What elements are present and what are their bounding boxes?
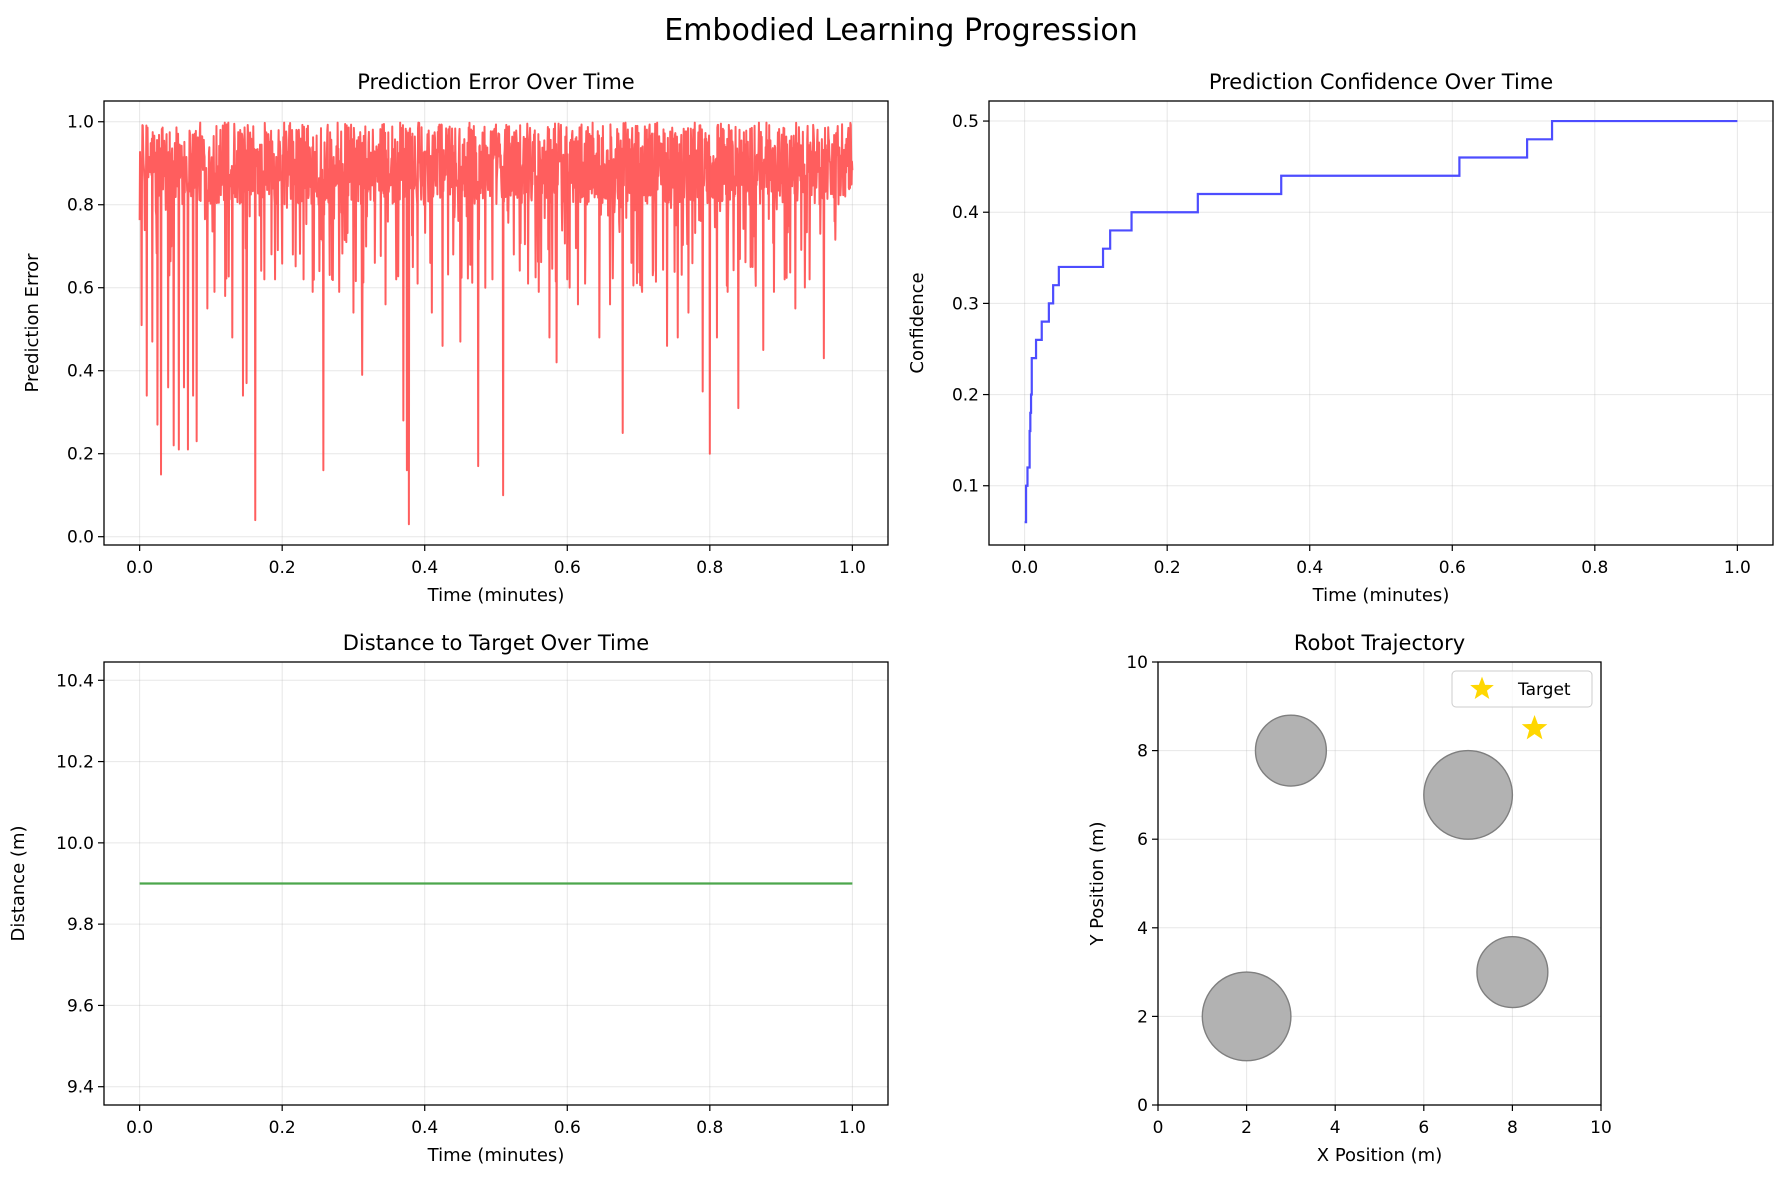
axes-frame — [1157, 661, 1602, 1106]
chart-title: Distance to Target Over Time — [343, 631, 649, 655]
y-tick-label: 9.4 — [67, 1078, 94, 1098]
y-tick-label: 0 — [1137, 1096, 1148, 1116]
chart-distance-to-target: Distance to Target Over Time Time (minut… — [8, 631, 889, 1166]
y-axis-label: Prediction Error — [22, 253, 43, 393]
y-tick-label: 0.8 — [67, 196, 94, 216]
ticks: 0.0 0.2 0.4 0.6 0.8 1.0 9.4 9.6 9.8 10.0 10.2 10.4 — [56, 671, 866, 1138]
y-tick-label: 4 — [1137, 919, 1148, 939]
axes-frame — [988, 100, 1774, 546]
axes-frame — [103, 661, 889, 1106]
y-tick-label: 0.6 — [67, 279, 94, 299]
x-tick-label: 8 — [1507, 1118, 1518, 1138]
obstacle-circle — [1476, 935, 1549, 1009]
grid-lines — [989, 101, 1773, 545]
obstacle-circle — [1254, 714, 1328, 787]
legend-target-icon — [1470, 676, 1494, 700]
ticks: 0.0 0.2 0.4 0.6 0.8 1.0 0.1 0.2 0.3 0.4 0.5 — [952, 112, 1751, 578]
chart-title: Robot Trajectory — [1294, 631, 1465, 655]
x-tick-label: 0.8 — [696, 558, 723, 578]
y-tick-label: 2 — [1137, 1007, 1148, 1027]
legend: Target — [1451, 670, 1593, 708]
x-axis-label: Time (minutes) — [427, 1145, 565, 1166]
x-tick-label: 0.6 — [1439, 558, 1466, 578]
x-tick-label: 0.2 — [1154, 558, 1181, 578]
x-tick-label: 0.8 — [1581, 558, 1608, 578]
y-tick-label: 0.0 — [67, 528, 94, 548]
y-tick-label: 1.0 — [67, 113, 94, 133]
x-tick-label: 10 — [1590, 1118, 1612, 1138]
x-tick-label: 0.0 — [126, 558, 153, 578]
x-tick-label: 0.2 — [269, 558, 296, 578]
chart-prediction-error: Prediction Error Over Time Time (minutes… — [22, 70, 889, 606]
ticks: 0.0 0.2 0.4 0.6 0.8 1.0 0.0 0.2 0.4 0.6 0.8 1.0 — [67, 113, 866, 578]
axes-frame — [103, 100, 889, 546]
y-tick-label: 0.4 — [67, 362, 94, 382]
x-tick-label: 4 — [1330, 1118, 1341, 1138]
y-tick-label: 0.2 — [952, 386, 979, 406]
x-tick-label: 0 — [1153, 1118, 1164, 1138]
target-marker — [1521, 715, 1548, 740]
y-tick-label: 10.4 — [56, 671, 94, 691]
obstacle-circle — [1201, 971, 1292, 1062]
series-line — [1024, 119, 1738, 524]
x-tick-label: 1.0 — [1724, 558, 1751, 578]
chart-robot-trajectory: Robot Trajectory X Position (m) Y Positi… — [1087, 631, 1612, 1166]
y-axis-label: Distance (m) — [8, 825, 29, 941]
x-tick-label: 0.4 — [411, 558, 438, 578]
ticks: 0 2 4 6 8 10 0 2 4 6 8 10 — [1126, 653, 1611, 1138]
x-tick-label: 0.8 — [696, 1118, 723, 1138]
y-tick-label: 0.1 — [952, 477, 979, 497]
chart-prediction-confidence: Prediction Confidence Over Time Time (mi… — [907, 70, 1774, 606]
y-tick-label: 0.4 — [952, 203, 979, 223]
legend-box — [1451, 670, 1593, 708]
x-axis-label: Time (minutes) — [1312, 585, 1450, 606]
x-tick-label: 1.0 — [839, 1118, 866, 1138]
y-tick-label: 9.8 — [67, 915, 94, 935]
chart-title: Prediction Error Over Time — [357, 70, 634, 94]
x-tick-label: 0.0 — [126, 1118, 153, 1138]
y-tick-label: 6 — [1137, 830, 1148, 850]
x-tick-label: 0.0 — [1011, 558, 1038, 578]
x-tick-label: 0.4 — [1296, 558, 1323, 578]
x-tick-label: 1.0 — [839, 558, 866, 578]
legend-label: Target — [1517, 680, 1571, 700]
y-tick-label: 10.2 — [56, 753, 94, 773]
y-tick-label: 10.0 — [56, 834, 94, 854]
x-tick-label: 0.4 — [411, 1118, 438, 1138]
x-axis-label: X Position (m) — [1317, 1145, 1442, 1166]
x-tick-label: 0.6 — [554, 1118, 581, 1138]
x-tick-label: 0.2 — [269, 1118, 296, 1138]
y-axis-label: Confidence — [907, 272, 928, 373]
y-axis-label: Y Position (m) — [1087, 821, 1108, 946]
y-tick-label: 9.6 — [67, 996, 94, 1016]
chart-title: Prediction Confidence Over Time — [1209, 70, 1553, 94]
obstacle-circle — [1423, 749, 1514, 840]
y-tick-label: 0.3 — [952, 294, 979, 314]
y-tick-label: 8 — [1137, 742, 1148, 762]
figure-title: Embodied Learning Progression — [664, 13, 1138, 48]
y-tick-label: 10 — [1126, 653, 1148, 673]
x-tick-label: 2 — [1241, 1118, 1252, 1138]
y-tick-label: 0.2 — [67, 445, 94, 465]
x-tick-label: 6 — [1418, 1118, 1429, 1138]
x-tick-label: 0.6 — [554, 558, 581, 578]
grid-lines — [104, 662, 888, 1105]
series-line — [138, 121, 854, 526]
x-axis-label: Time (minutes) — [427, 585, 565, 606]
y-tick-label: 0.5 — [952, 112, 979, 132]
